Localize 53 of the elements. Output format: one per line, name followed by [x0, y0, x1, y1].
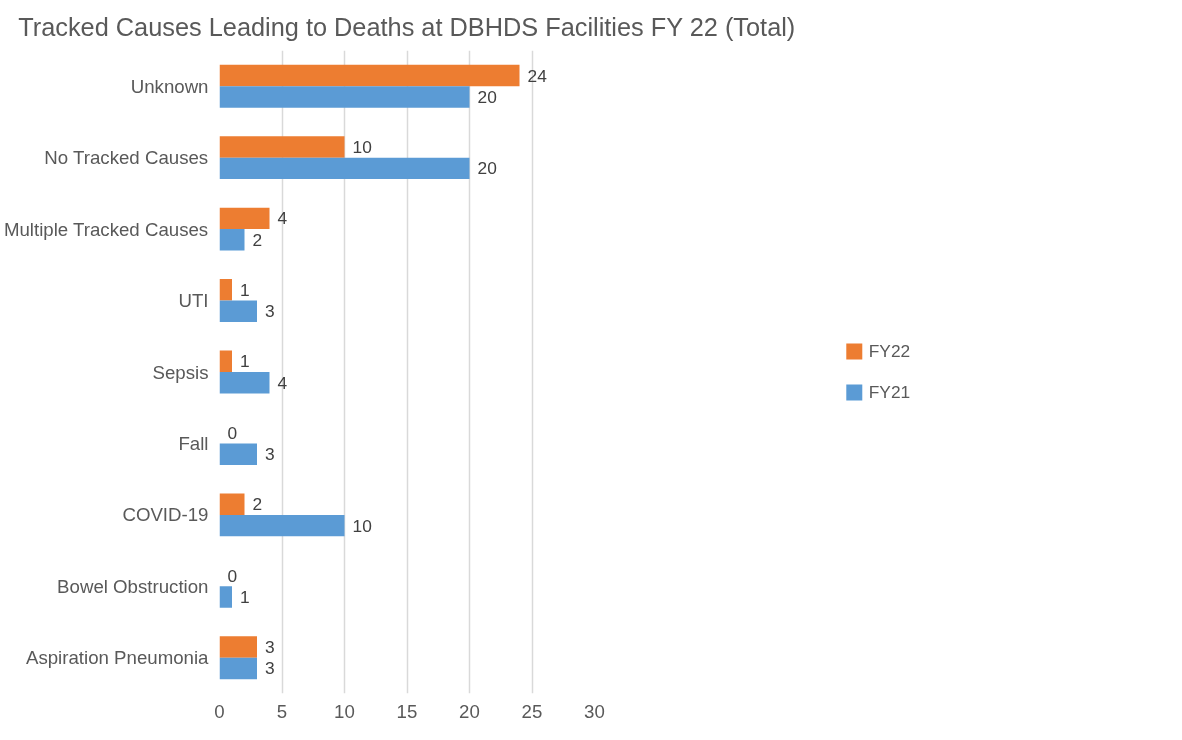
data-label: 2 [252, 494, 263, 515]
y-tick-label: Bowel Obstruction [57, 575, 209, 597]
data-label: 0 [227, 422, 238, 443]
bar [219, 657, 257, 680]
bar [219, 229, 245, 251]
bar [219, 443, 257, 465]
data-label: 20 [477, 158, 497, 179]
y-tick-label: Aspiration Pneumonia [25, 647, 210, 669]
bar [219, 157, 470, 180]
data-label: 4 [277, 372, 288, 393]
data-label: 1 [240, 587, 250, 608]
y-tick-label: COVID-19 [122, 504, 209, 526]
data-label: 3 [265, 637, 275, 658]
bar [219, 300, 257, 322]
bar [219, 586, 232, 608]
x-tick-label: 5 [276, 700, 288, 722]
data-label: 24 [527, 65, 548, 86]
x-tick-label: 0 [214, 700, 225, 722]
bar [219, 279, 232, 301]
bar [219, 636, 257, 658]
data-label: 2 [252, 229, 263, 250]
y-tick-label: Multiple Tracked Causes [3, 218, 209, 240]
data-label: 10 [352, 136, 372, 157]
data-label: 3 [265, 301, 275, 322]
y-tick-label: UTI [178, 290, 209, 312]
bar [219, 493, 245, 515]
x-tick-label: 25 [521, 700, 543, 722]
bar [219, 136, 345, 158]
legend-label: FY21 [868, 381, 911, 403]
x-tick-label: 10 [334, 700, 355, 722]
y-tick-label: Fall [178, 432, 209, 454]
data-label: 3 [265, 658, 275, 679]
data-label: 20 [477, 86, 497, 107]
bar [219, 350, 232, 372]
x-tick-label: 15 [396, 700, 418, 722]
bar [219, 86, 470, 108]
y-tick-label: Sepsis [152, 361, 209, 383]
bar [219, 207, 270, 230]
bar [219, 372, 270, 394]
data-label: 1 [240, 279, 250, 300]
x-tick-label: 20 [459, 700, 480, 722]
y-tick-label: No Tracked Causes [44, 147, 209, 169]
y-tick-label: Unknown [130, 75, 209, 97]
legend-label: FY22 [868, 340, 911, 362]
data-label: 0 [227, 565, 238, 586]
chart-title: Tracked Causes Leading to Deaths at DBHDS Facilities FY 22 (Total) [18, 12, 796, 41]
data-label: 1 [240, 351, 250, 372]
bar [219, 64, 520, 87]
data-label: 10 [352, 515, 372, 536]
data-label: 4 [277, 208, 288, 229]
x-tick-label: 30 [584, 700, 605, 722]
bar [219, 514, 345, 537]
data-label: 3 [265, 444, 275, 465]
